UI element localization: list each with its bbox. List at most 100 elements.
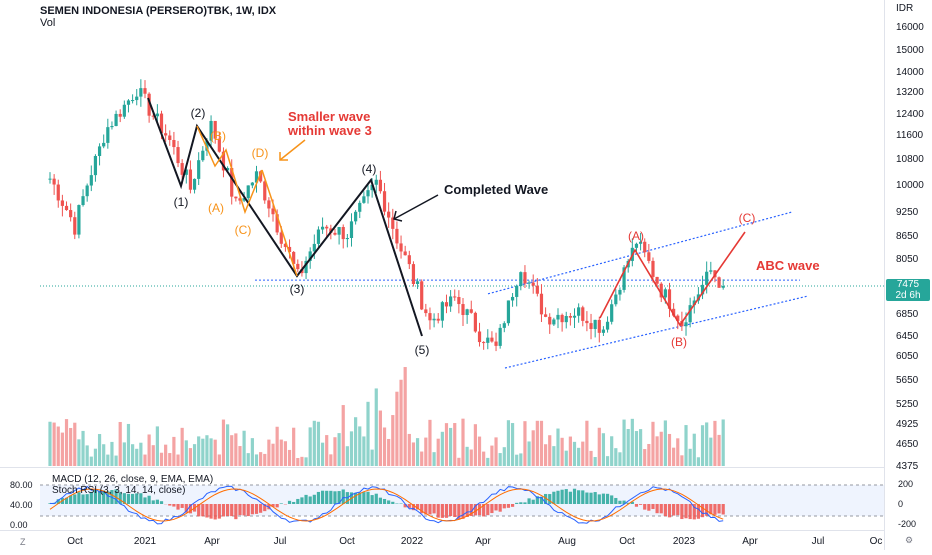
macd-histogram-bar	[585, 493, 588, 504]
volume-bar	[61, 433, 64, 466]
volume-bar	[329, 454, 332, 466]
candle-body	[395, 229, 398, 244]
candle-body	[457, 297, 460, 304]
macd-histogram-bar	[391, 502, 394, 504]
macd-histogram-bar	[259, 504, 262, 513]
macd-histogram-bar	[635, 504, 638, 507]
macd-histogram-bar	[321, 491, 324, 504]
volume-bar	[598, 428, 601, 466]
macd-histogram-bar	[503, 504, 506, 508]
volume-bar	[432, 452, 435, 466]
volume-bar	[53, 423, 56, 466]
candle-body	[540, 294, 543, 315]
volume-bar	[292, 428, 295, 466]
volume-bar	[371, 450, 374, 466]
last-price-value: 7475	[886, 279, 930, 290]
candle-body	[247, 185, 250, 198]
candle-body	[313, 244, 316, 251]
macd-histogram-bar	[490, 504, 493, 513]
macd-histogram-bar	[168, 504, 171, 506]
price-tick-label: 10800	[896, 154, 924, 165]
candle-body	[490, 338, 493, 342]
volume-bar	[532, 430, 535, 466]
wave-label: (C)	[235, 223, 252, 237]
macd-histogram-bar	[325, 491, 328, 504]
time-tick-label: Apr	[742, 536, 758, 547]
volume-bar	[185, 440, 188, 466]
volume-bar	[375, 388, 378, 466]
macd-tick-label: 0	[898, 499, 903, 509]
chart-annotation: Completed Wave	[444, 182, 548, 197]
wave-label: (A)	[628, 229, 644, 243]
timezone-icon[interactable]: Z	[20, 537, 26, 547]
volume-bar	[722, 419, 725, 466]
candle-body	[664, 289, 667, 297]
candle-body	[684, 322, 687, 326]
candle-body	[86, 186, 89, 197]
stoch-rsi-label[interactable]: Stoch RSI (3, 3, 14, 14, close)	[52, 485, 185, 496]
volume-bar	[486, 458, 489, 466]
candle-body	[499, 328, 502, 346]
macd-histogram-bar	[209, 504, 212, 519]
macd-histogram-bar	[156, 500, 159, 504]
volume-bar	[684, 425, 687, 466]
volume-bar	[515, 455, 518, 466]
candle-body	[139, 88, 142, 96]
candle-body	[263, 181, 266, 200]
macd-histogram-bar	[222, 504, 225, 516]
macd-histogram-bar	[532, 500, 535, 504]
volume-bar	[466, 447, 469, 466]
volume-bar	[69, 428, 72, 466]
macd-histogram-bar	[366, 492, 369, 504]
candle-body	[598, 320, 601, 333]
candle-body	[461, 304, 464, 315]
volume-bar	[276, 427, 279, 466]
volume-bar	[416, 438, 419, 466]
chart-annotation: Smaller wave	[288, 109, 370, 124]
candle-body	[271, 208, 274, 214]
candle-body	[424, 309, 427, 313]
macd-histogram-bar	[577, 490, 580, 504]
volume-bar	[346, 446, 349, 466]
candle-body	[416, 281, 419, 284]
volume-bar	[218, 454, 221, 466]
macd-histogram-bar	[309, 496, 312, 504]
volume-bar	[680, 455, 683, 466]
macd-histogram-bar	[519, 502, 522, 504]
settings-icon[interactable]: ⚙	[905, 535, 913, 546]
macd-label[interactable]: MACD (12, 26, close, 9, EMA, EMA)	[52, 474, 213, 485]
candle-body	[610, 304, 613, 322]
volume-bar	[263, 454, 266, 466]
candle-body	[494, 342, 497, 346]
volume-bar	[342, 405, 345, 466]
volume-bar	[243, 431, 246, 466]
volume-bar	[317, 422, 320, 466]
candle-body	[404, 251, 407, 255]
macd-histogram-bar	[354, 493, 357, 504]
macd-histogram-bar	[552, 492, 555, 504]
macd-histogram-bar	[515, 503, 518, 504]
candle-body	[420, 281, 423, 309]
volume-bar	[594, 457, 597, 466]
macd-histogram-bar	[594, 492, 597, 504]
volume-bar	[399, 380, 402, 466]
volume-bar	[48, 422, 51, 466]
volume-bar	[470, 450, 473, 466]
volume-bar	[387, 439, 390, 466]
wave-label: (D)	[252, 146, 269, 160]
price-tick-label: 8650	[896, 231, 919, 242]
candle-body	[614, 295, 617, 305]
macd-histogram-bar	[573, 489, 576, 504]
volume-bar	[693, 434, 696, 466]
volume-bar	[214, 440, 217, 466]
macd-histogram-bar	[598, 494, 601, 504]
price-tick-label: 6850	[896, 309, 919, 320]
volume-bar	[77, 439, 80, 466]
candle-body	[119, 114, 122, 117]
volume-bar	[209, 438, 212, 466]
price-tick-label: 9250	[896, 207, 919, 218]
candle-body	[556, 315, 559, 320]
volume-bar	[552, 446, 555, 466]
